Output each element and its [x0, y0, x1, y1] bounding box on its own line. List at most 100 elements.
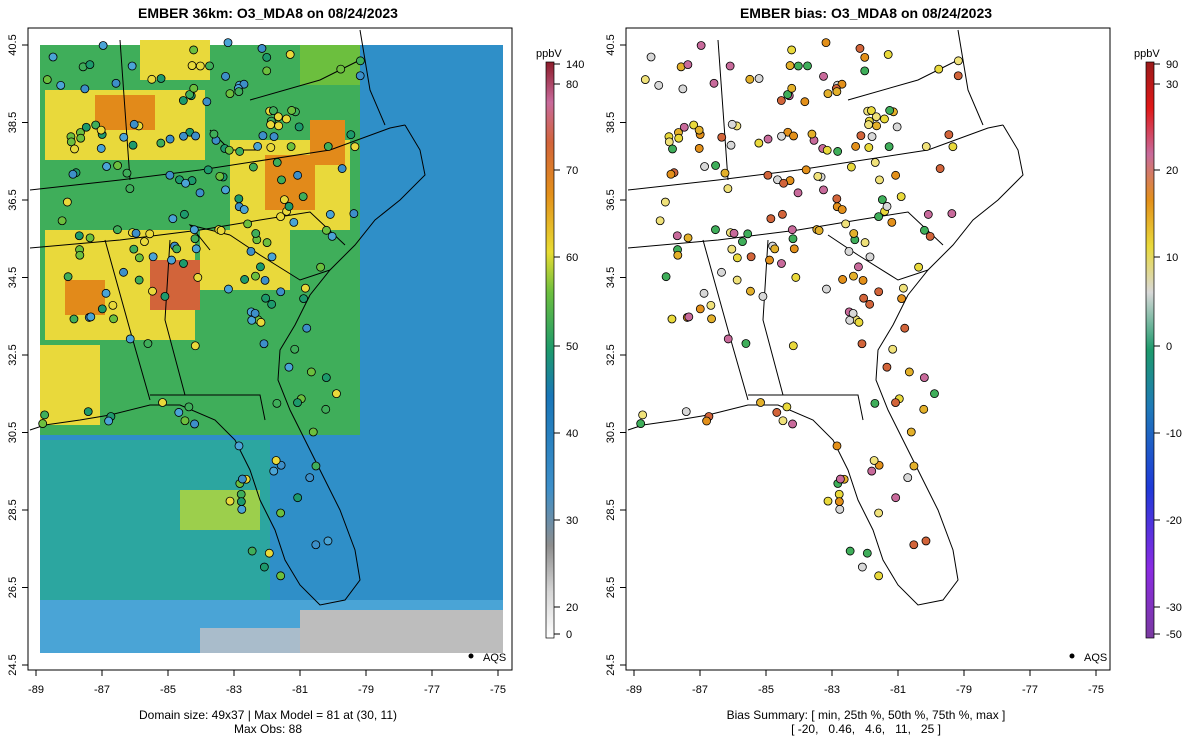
bias-obs-site [823, 89, 833, 98]
model-obs-site [80, 84, 90, 94]
bias-obs-sites [636, 38, 963, 581]
model-obs-site [322, 225, 331, 235]
bias-obs-site [696, 41, 706, 50]
bias-obs-site [661, 272, 671, 282]
bias-obs-site [925, 231, 935, 241]
bias-obs-site [885, 106, 895, 115]
model-obs-site [185, 90, 195, 99]
bias-obs-site [754, 74, 764, 83]
model-obs-site [129, 244, 139, 254]
model-obs-site [257, 44, 267, 53]
model-y-tick-label: 30.5 [7, 422, 19, 443]
model-obs-site [76, 133, 86, 143]
model-aqs-legend-dot [468, 653, 474, 659]
model-colorbar-tick-label: 50 [566, 341, 578, 353]
model-obs-site [243, 219, 253, 229]
bias-obs-site [865, 299, 875, 309]
bias-obs-site [756, 398, 765, 407]
bias-obs-site [654, 80, 664, 90]
bias-obs-site [930, 389, 939, 399]
bias-obs-site [860, 238, 870, 247]
model-obs-site [235, 147, 245, 156]
model-footer-line2: Max Obs: 88 [233, 722, 303, 736]
left-panel-title: EMBER 36km: O3_MDA8 on 08/24/2023 [138, 5, 398, 21]
model-colorbar-tick-label: 70 [566, 165, 578, 177]
model-obs-site [156, 138, 166, 148]
model-obs-site [300, 283, 310, 293]
model-obs-site [174, 408, 184, 417]
bias-obs-site [874, 508, 884, 518]
bias-obs-site [763, 170, 773, 180]
model-obs-site [187, 61, 197, 70]
bias-obs-site [699, 288, 709, 298]
model-x-tick-label: -75 [490, 684, 506, 696]
model-obs-site [83, 407, 93, 416]
bias-obs-site [882, 202, 892, 211]
model-x-tick-label: -83 [226, 684, 242, 696]
model-colorbar-tick-label: 30 [566, 515, 578, 527]
bias-obs-site [694, 125, 704, 135]
model-obs-site [195, 188, 205, 198]
model-obs-site [236, 489, 246, 499]
bias-obs-site [766, 214, 776, 224]
model-obs-site [271, 456, 281, 465]
model-obs-site [355, 56, 365, 66]
model-obs-site [156, 74, 166, 83]
model-obs-site [134, 253, 144, 263]
bias-obs-site [857, 339, 867, 349]
bias-obs-site [934, 64, 944, 74]
bias-obs-site [727, 244, 737, 254]
model-footer-line1: Domain size: 49x37 | Max Model = 81 at (… [138, 708, 398, 722]
model-obs-site [38, 419, 48, 428]
model-obs-site [298, 192, 308, 201]
model-map-frame [27, 27, 513, 671]
bias-footer-line1: Bias Summary: [ min, 25th %, 50th %, 75t… [726, 708, 1006, 722]
model-x-tick-label: -89 [28, 684, 44, 696]
bias-y-tick-label: 24.5 [605, 654, 617, 675]
bias-obs-site [864, 120, 873, 130]
model-obs-site [289, 217, 299, 227]
model-obs-site [258, 131, 268, 141]
bias-x-tick-label: -81 [890, 684, 906, 696]
bias-obs-site [923, 210, 933, 219]
bias-obs-site [867, 132, 877, 142]
model-obs-site [97, 304, 107, 314]
bias-obs-site [891, 398, 900, 408]
bias-obs-site [914, 262, 924, 272]
bias-obs-site [791, 273, 801, 282]
model-colorbar-unit: ppbV [536, 48, 562, 60]
model-obs-site [56, 80, 66, 90]
model-obs-site [195, 61, 205, 71]
model-obs-sites [38, 38, 365, 581]
bias-obs-site [858, 275, 868, 285]
model-obs-site [143, 339, 153, 348]
bias-x-tick-label: -83 [824, 684, 840, 696]
model-obs-site [284, 362, 294, 372]
bias-colorbar-tick-label: -30 [1166, 602, 1182, 614]
model-obs-site [98, 41, 108, 50]
bias-obs-site [706, 300, 716, 310]
model-obs-site [276, 287, 286, 297]
bias-obs-site [921, 536, 931, 546]
model-surface [40, 40, 503, 653]
model-obs-site [327, 231, 337, 241]
bias-colorbar-tick-label: 30 [1166, 79, 1178, 91]
bias-colorbar-ticks: 90 30 20 10 0 -10 -20 -30 -50 [1154, 59, 1182, 641]
model-obs-site [191, 131, 200, 141]
model-obs-site [272, 158, 282, 167]
model-colorbar [545, 61, 555, 639]
model-obs-site [274, 121, 284, 131]
bias-obs-site [871, 112, 881, 122]
bias-obs-site [834, 489, 844, 499]
bias-obs-site [947, 209, 957, 218]
bias-x-tick-label: -75 [1088, 684, 1104, 696]
model-obs-site [262, 66, 272, 76]
model-obs-site [190, 234, 200, 244]
bias-obs-site [819, 185, 828, 195]
model-obs-site [256, 262, 265, 272]
model-obs-site [346, 130, 356, 140]
model-obs-site [85, 233, 95, 243]
bias-obs-site [919, 373, 929, 383]
bias-obs-site [727, 119, 737, 129]
bias-obs-site [717, 267, 726, 277]
